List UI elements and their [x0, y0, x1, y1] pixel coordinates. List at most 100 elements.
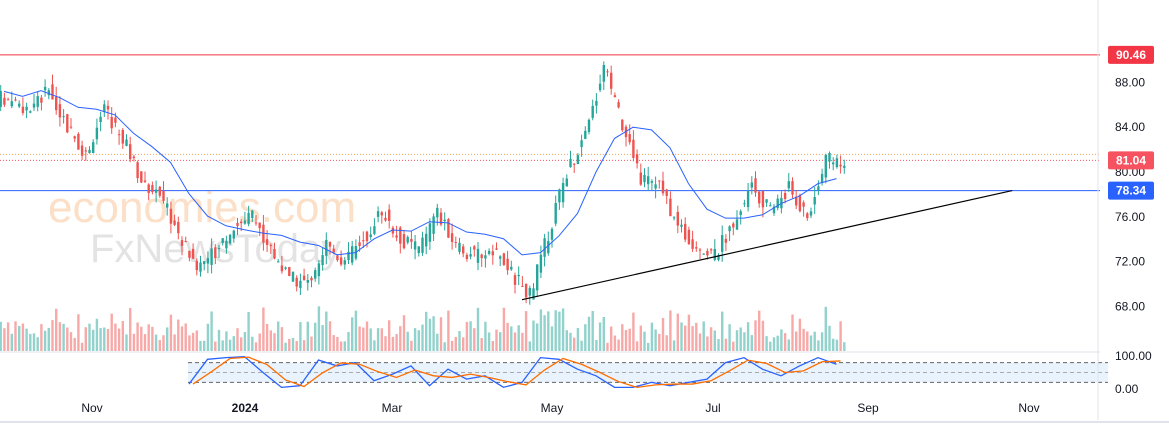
- volume-bar: [73, 337, 76, 351]
- candle-body: [769, 205, 772, 207]
- x-tick-label: 2024: [232, 401, 259, 415]
- volume-bar: [84, 327, 87, 351]
- candle-body: [824, 154, 827, 178]
- candle-body: [746, 190, 750, 208]
- volume-bar: [280, 327, 284, 351]
- volume-bar: [129, 308, 132, 351]
- volume-bar: [3, 328, 6, 351]
- candle-body: [25, 106, 28, 111]
- candle-body: [95, 127, 99, 140]
- candle-body: [665, 189, 668, 196]
- volume-bar: [624, 330, 628, 351]
- candle-body: [828, 153, 831, 162]
- trendline[interactable]: [521, 190, 1013, 301]
- volume-bar: [787, 339, 790, 351]
- candle-body: [258, 222, 261, 229]
- candle-body: [166, 203, 169, 208]
- price-tag-label: 90.46: [1116, 48, 1146, 62]
- candle-body: [702, 253, 705, 255]
- candle-body: [80, 145, 84, 156]
- volume-bar: [817, 340, 820, 351]
- candle-body: [36, 96, 39, 107]
- candle-body: [750, 182, 753, 188]
- volume-bar: [29, 333, 32, 351]
- stoch-tick-label: 100.00: [1115, 349, 1152, 363]
- candle-body: [306, 279, 309, 283]
- volume-bar: [510, 326, 513, 351]
- candle-body: [191, 248, 195, 259]
- candle-body: [428, 223, 432, 242]
- volume-bar: [765, 336, 768, 351]
- candle-body: [469, 254, 472, 257]
- volume-bar: [410, 340, 413, 351]
- candle-body: [524, 283, 528, 298]
- candle-body: [336, 255, 339, 261]
- stoch-d-line: [192, 356, 841, 389]
- candle-body: [839, 164, 842, 167]
- volume-bar: [206, 323, 210, 351]
- candle-body: [180, 240, 184, 246]
- volume-bar: [180, 326, 184, 351]
- volume-bar: [117, 328, 121, 351]
- volume-bar: [813, 331, 816, 351]
- candle-body: [10, 101, 13, 107]
- volume-bar: [476, 307, 480, 351]
- volume-bar: [347, 331, 350, 351]
- volume-bar: [106, 329, 110, 351]
- volume-bar: [746, 322, 750, 351]
- volume-bar: [809, 335, 813, 351]
- candle-body: [232, 230, 235, 239]
- volume-bar: [265, 323, 269, 351]
- candle-body: [110, 116, 113, 129]
- volume-bar: [798, 318, 802, 351]
- volume-bar: [121, 321, 124, 351]
- candle-body: [772, 206, 776, 214]
- candle-body: [217, 247, 221, 249]
- volume-bar: [835, 339, 839, 351]
- candle-body: [136, 162, 139, 179]
- volume-bar: [702, 321, 705, 351]
- volume-bar: [606, 342, 609, 351]
- price-tag-bg: [1108, 181, 1154, 200]
- candle-body: [476, 248, 480, 263]
- volume-bar: [18, 325, 21, 351]
- candle-body: [32, 103, 36, 108]
- candle-body: [798, 195, 802, 212]
- candle-body: [158, 186, 161, 196]
- candle-body: [743, 203, 746, 205]
- volume-bar: [428, 318, 432, 351]
- candle-body: [654, 184, 657, 189]
- volume-bar: [191, 332, 195, 351]
- volume-bar: [750, 335, 753, 351]
- x-tick-label: Nov: [81, 401, 102, 415]
- candle-body: [203, 261, 206, 265]
- volume-bar: [839, 321, 842, 351]
- volume-bar: [639, 325, 642, 351]
- volume-bar: [654, 329, 657, 351]
- candle-body: [214, 247, 217, 258]
- candle-body: [47, 90, 50, 96]
- x-tick-label: May: [541, 401, 564, 415]
- candle-body: [269, 245, 272, 247]
- volume-bar: [332, 335, 335, 351]
- volume-bar: [10, 333, 13, 351]
- x-tick-label: Jul: [705, 401, 720, 415]
- volume-bar: [147, 324, 150, 351]
- candle-body: [299, 280, 302, 289]
- candle-body: [565, 178, 568, 187]
- volume-bar: [43, 330, 47, 351]
- candle-body: [776, 198, 779, 209]
- y-tick-label: 84.00: [1115, 120, 1145, 134]
- volume-bar: [732, 341, 735, 351]
- candle-body: [580, 140, 583, 148]
- volume-bar: [743, 332, 746, 351]
- volume-bar: [573, 337, 576, 351]
- candle-body: [169, 208, 173, 224]
- volume-bar: [354, 310, 358, 351]
- time-axis[interactable]: Nov 2024 Mar May Jul Sep Nov: [81, 401, 1039, 415]
- candle-body: [421, 237, 424, 253]
- volume-bar: [88, 323, 91, 351]
- volume-bar: [495, 329, 498, 351]
